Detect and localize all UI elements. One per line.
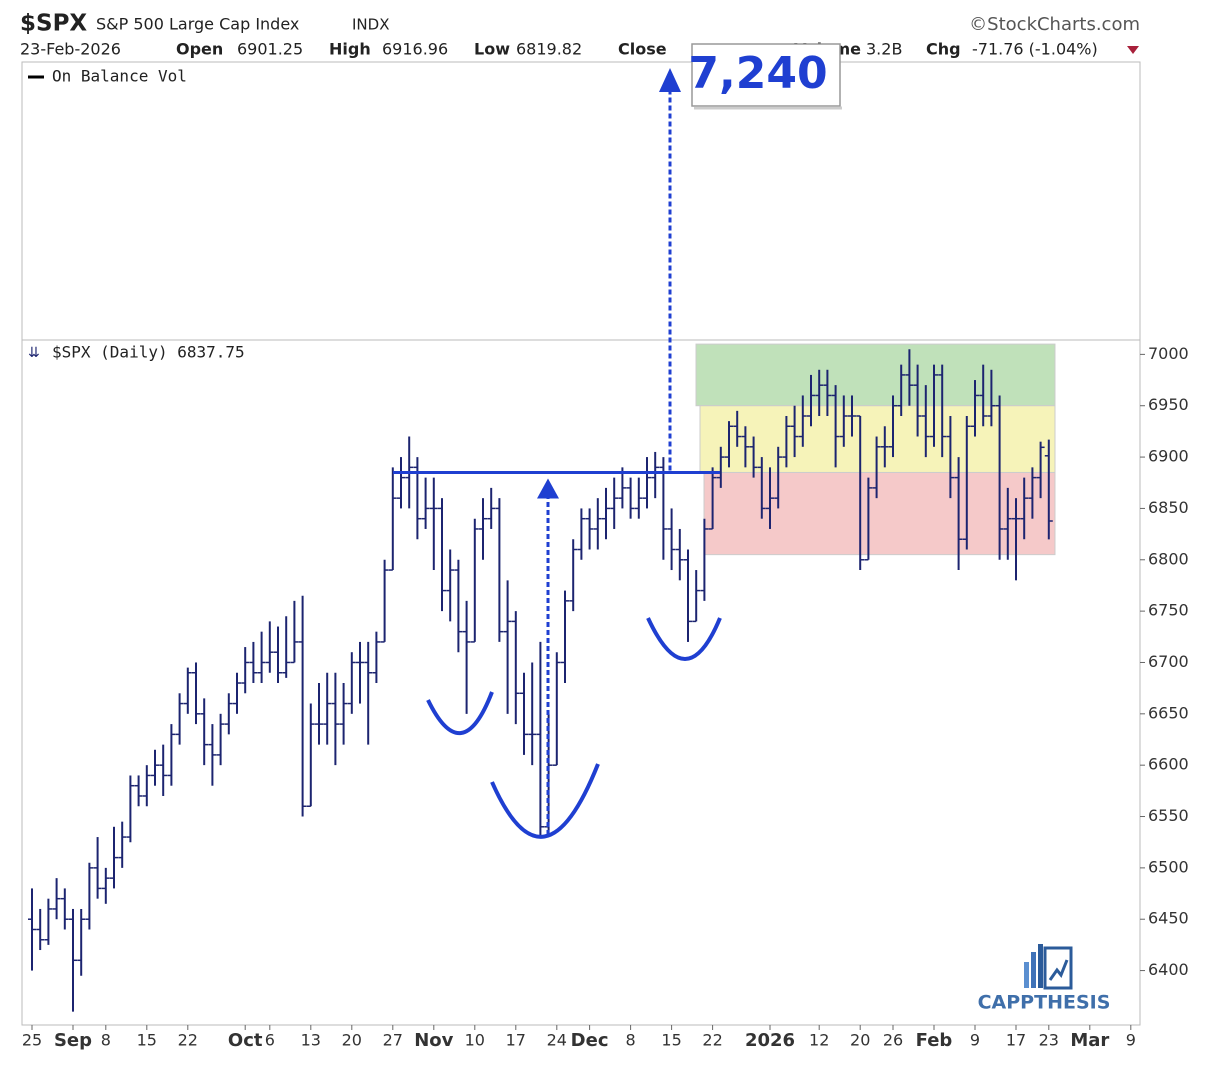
y-tick-label: 6550 <box>1148 806 1189 825</box>
down-arrow <box>1127 46 1139 54</box>
x-tick-label: 15 <box>661 1031 681 1050</box>
cup <box>646 617 722 661</box>
y-tick-label: 6850 <box>1148 498 1189 517</box>
x-tick-label: 9 <box>970 1031 980 1050</box>
chg-label: Chg <box>926 40 961 59</box>
y-tick-label: 6400 <box>1148 960 1189 979</box>
y-tick-label: 6950 <box>1148 395 1189 414</box>
zone <box>695 343 1056 407</box>
x-tick-label: 8 <box>626 1031 636 1050</box>
y-tick-label: 6650 <box>1148 703 1189 722</box>
logo: CAPPTHESIS <box>978 944 1111 1014</box>
logo-bar <box>1038 944 1043 988</box>
y-tick-label: 6500 <box>1148 857 1189 876</box>
x-tick-label: 20 <box>342 1031 362 1050</box>
target-box <box>691 43 841 107</box>
zone <box>703 471 1056 556</box>
x-tick-label: 13 <box>301 1031 321 1050</box>
logo-bar <box>1024 962 1029 988</box>
volume-value: 3.2B <box>866 40 902 59</box>
x-tick-label: 9 <box>1126 1031 1136 1050</box>
y-tick-label: 7000 <box>1148 344 1189 363</box>
plot-frame <box>21 61 1141 1026</box>
symbol: $SPX <box>20 11 87 37</box>
open-value: 6901.25 <box>237 40 303 59</box>
cup <box>426 691 494 735</box>
logo-line <box>1048 959 1069 981</box>
x-tick-label: 8 <box>101 1031 111 1050</box>
x-tick-label: 17 <box>506 1031 526 1050</box>
x-tick-label: 25 <box>22 1031 42 1050</box>
low-label: Low <box>474 40 510 59</box>
low-value: 6819.82 <box>516 40 582 59</box>
arrow-head <box>537 478 559 499</box>
cup <box>490 763 600 839</box>
logo-bar <box>1031 952 1036 988</box>
logo-text: CAPPTHESIS <box>978 992 1111 1014</box>
close-label: Close <box>618 40 667 59</box>
x-tick-label: Oct <box>228 1030 263 1051</box>
x-tick-label: 20 <box>850 1031 870 1050</box>
source: ©StockCharts.com <box>969 14 1140 35</box>
chg-value: -71.76 (-1.04%) <box>972 40 1098 59</box>
date: 23-Feb-2026 <box>20 40 121 59</box>
x-tick-label: Mar <box>1070 1030 1109 1051</box>
x-tick-label: 24 <box>547 1031 567 1050</box>
high-label: High <box>329 40 371 59</box>
index-name: S&P 500 Large Cap Index <box>96 15 299 34</box>
y-tick-label: 6750 <box>1148 601 1189 620</box>
high-value: 6916.96 <box>382 40 448 59</box>
x-tick-label: 6 <box>265 1031 275 1050</box>
y-tick-label: 6600 <box>1148 755 1189 774</box>
open-label: Open <box>176 40 223 59</box>
x-tick-label: Feb <box>916 1030 953 1051</box>
logo-box <box>1043 946 1073 990</box>
x-tick-label: 22 <box>178 1031 198 1050</box>
y-tick-label: 6800 <box>1148 549 1189 568</box>
x-tick-label: 17 <box>1006 1031 1026 1050</box>
exchange: INDX <box>352 16 389 34</box>
price-label: $SPX (Daily) 6837.75 <box>52 343 245 362</box>
x-tick-label: 23 <box>1039 1031 1059 1050</box>
x-tick-label: Dec <box>571 1030 609 1051</box>
y-tick-label: 6700 <box>1148 652 1189 671</box>
x-tick-label: 2026 <box>745 1030 795 1051</box>
x-tick-label: 27 <box>383 1031 403 1050</box>
target-label: 7,240 <box>688 48 827 99</box>
indicator-label: On Balance Vol <box>52 67 187 86</box>
x-tick-label: 12 <box>809 1031 829 1050</box>
x-tick-label: Sep <box>54 1030 92 1051</box>
price-panel: 6400 6450 6500 6550 6600 6650 6700 6750 6800 6850… <box>22 68 1189 1051</box>
x-tick-label: 26 <box>883 1031 903 1050</box>
x-tick-label: 22 <box>702 1031 722 1050</box>
x-tick-label: Nov <box>414 1030 453 1051</box>
x-tick-label: 15 <box>137 1031 157 1050</box>
y-tick-label: 6900 <box>1148 447 1189 466</box>
x-tick-label: 10 <box>465 1031 485 1050</box>
y-tick-label: 6450 <box>1148 909 1189 928</box>
bar-icon: ⇊ <box>28 345 40 361</box>
arrow-head <box>659 68 681 92</box>
